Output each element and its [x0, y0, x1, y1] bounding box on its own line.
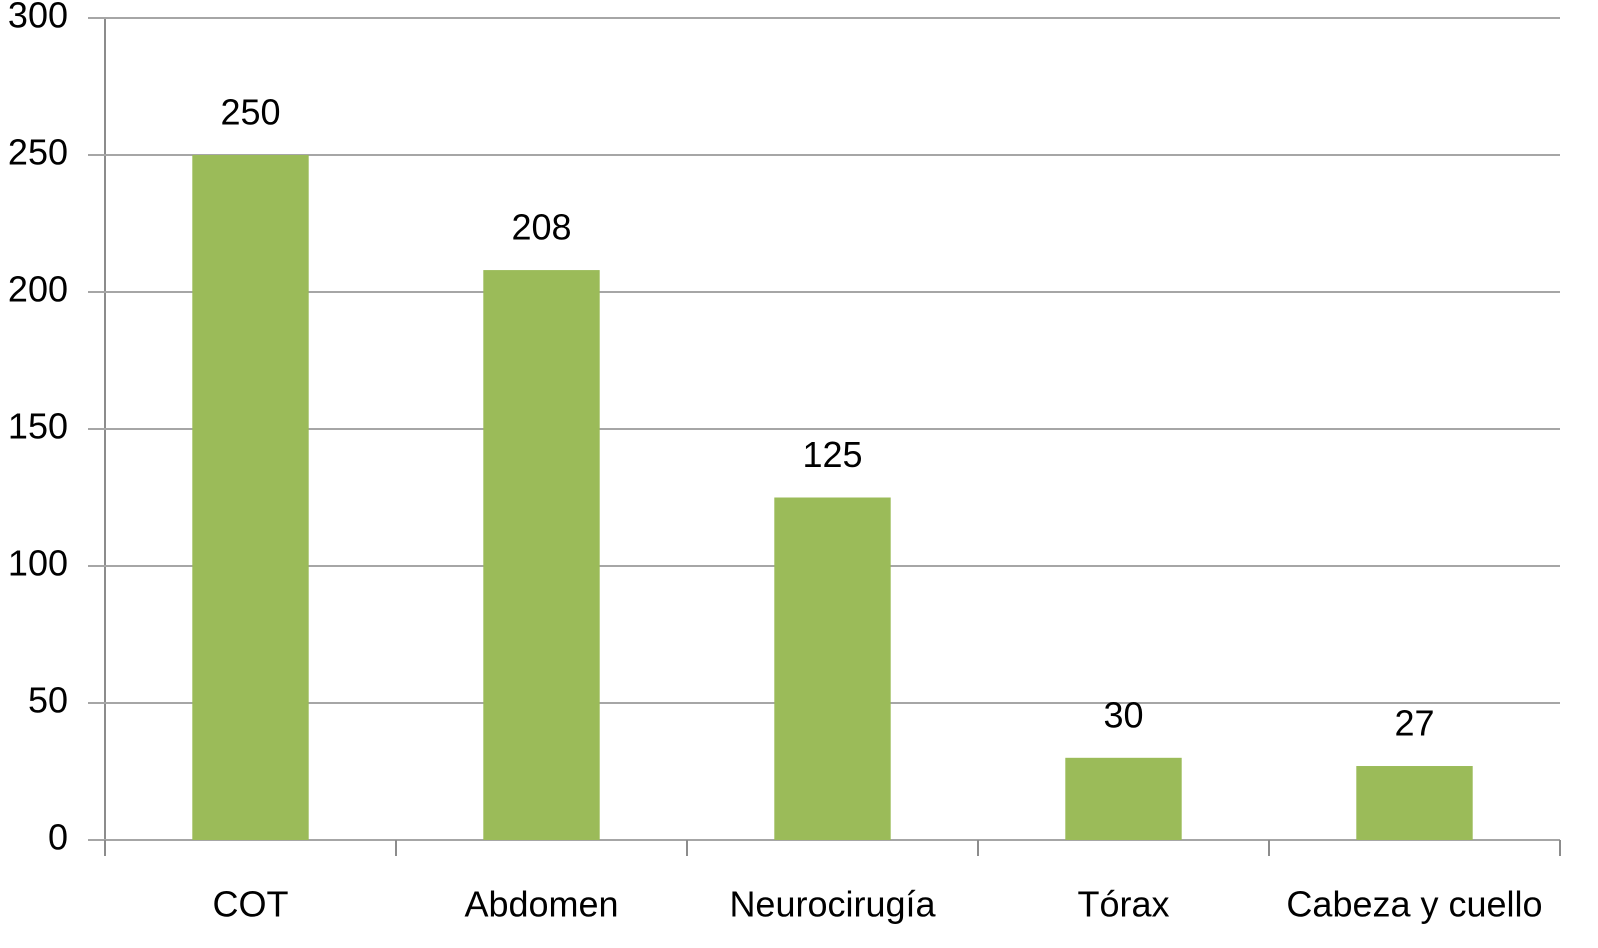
bar	[1065, 757, 1182, 840]
x-tick-label: Neurocirugía	[729, 884, 936, 925]
x-tick-label: Tórax	[1077, 884, 1169, 925]
y-tick-label: 150	[8, 406, 68, 447]
y-tick-label: 300	[8, 0, 68, 36]
y-tick-label: 100	[8, 543, 68, 584]
y-tick-label: 250	[8, 132, 68, 173]
x-tick-label: Abdomen	[464, 884, 618, 925]
bar	[483, 270, 600, 841]
data-label: 250	[220, 92, 280, 133]
y-tick-label: 0	[48, 817, 68, 858]
data-label: 30	[1103, 694, 1143, 735]
bar	[774, 497, 891, 840]
data-label: 208	[511, 207, 571, 248]
data-label: 27	[1394, 703, 1434, 744]
bar	[1356, 766, 1473, 840]
y-tick-label: 200	[8, 269, 68, 310]
x-tick-label: Cabeza y cuello	[1286, 884, 1542, 925]
data-label: 125	[802, 434, 862, 475]
bar	[192, 155, 309, 840]
y-tick-label: 50	[28, 680, 68, 721]
x-tick-label: COT	[213, 884, 289, 925]
